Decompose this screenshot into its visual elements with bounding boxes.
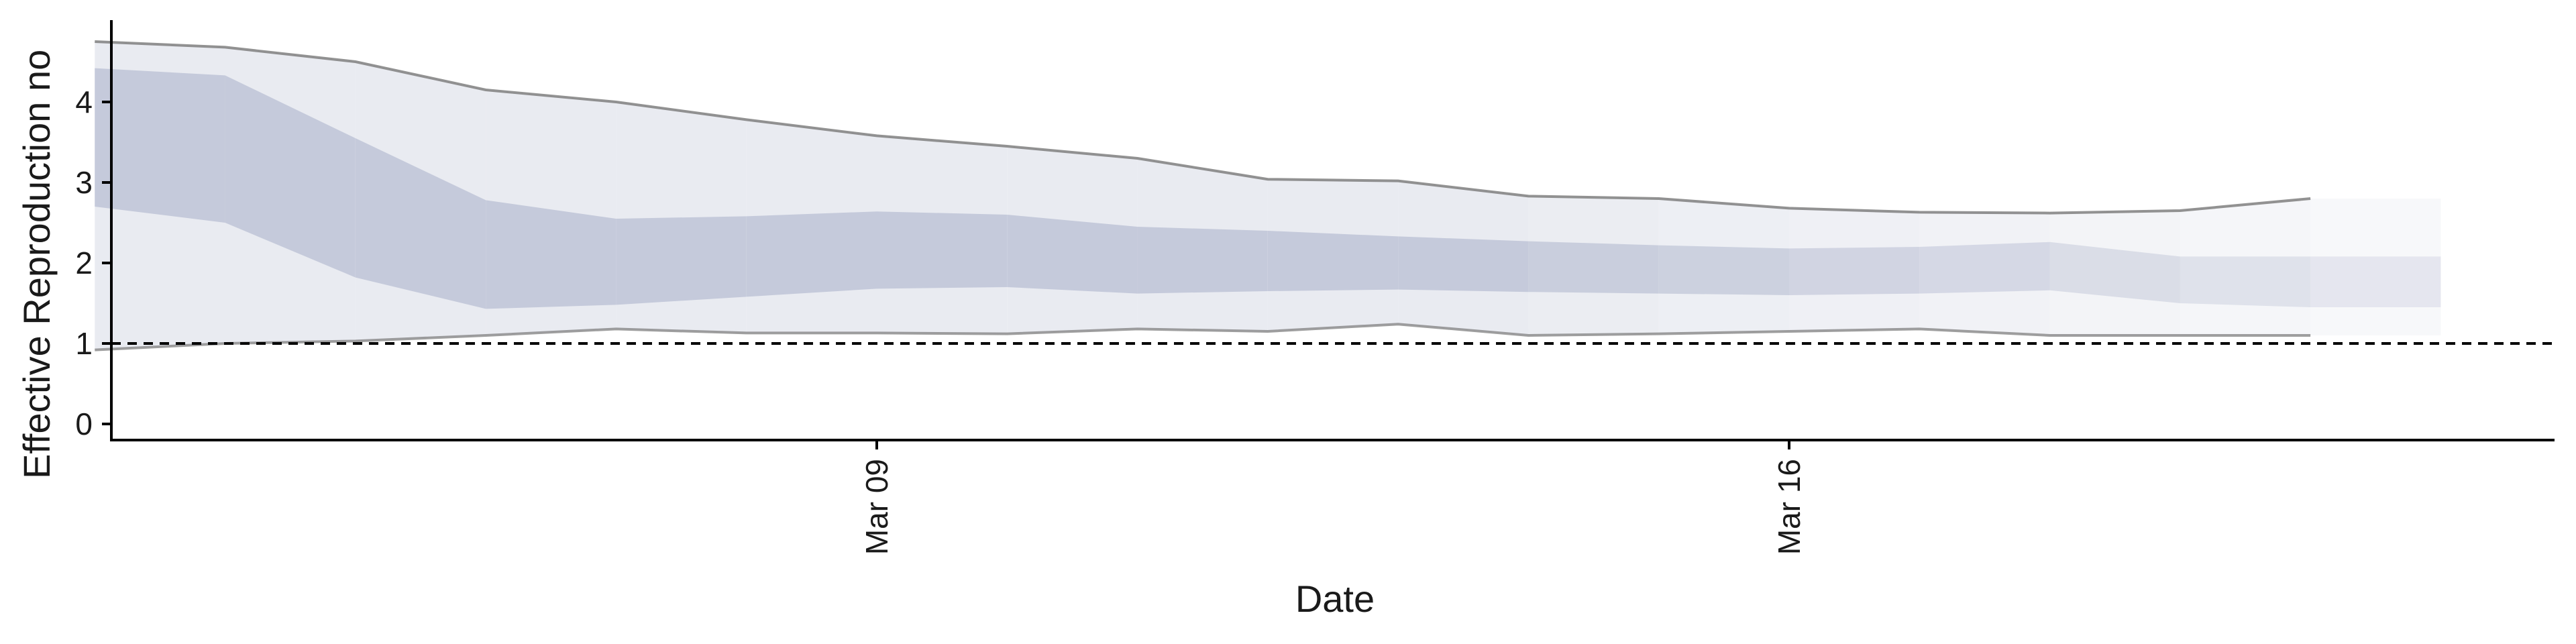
inner-interval-segment [616, 216, 747, 305]
inner-interval-segment [225, 75, 356, 278]
outer-interval-segment [2180, 199, 2311, 335]
x-tick-label: Mar 09 [859, 459, 894, 555]
inner-interval-segment [746, 211, 877, 297]
x-axis-ticks: Mar 09 Mar 16 [859, 440, 1807, 555]
interval-bands [95, 42, 2441, 350]
inner-interval-segment [1919, 241, 2050, 294]
inner-interval-segment [1789, 247, 1920, 295]
inner-interval-segment [1137, 227, 1268, 294]
y-axis-label: Effective Reproduction no [15, 50, 58, 479]
inner-interval-segment [1528, 241, 1659, 294]
inner-interval-segment [2180, 256, 2311, 307]
inner-interval-segment [1658, 245, 1789, 295]
outer-interval-segment [2310, 199, 2441, 335]
interval-edges [95, 40, 2311, 352]
y-tick-label: 1 [75, 326, 93, 361]
outer-upper-line [95, 40, 2311, 215]
x-tick-label: Mar 16 [1772, 459, 1807, 555]
inner-interval-segment [1398, 236, 1529, 292]
inner-interval-segment [355, 138, 486, 309]
inner-interval-segment [1007, 215, 1138, 294]
y-tick-label: 0 [75, 407, 93, 441]
inner-interval-segment [486, 200, 616, 309]
inner-interval-segment [2310, 256, 2441, 307]
x-axis-label: Date [1295, 578, 1375, 620]
inner-interval-segment [1267, 231, 1399, 291]
inner-interval-segment [877, 211, 1008, 289]
inner-interval-segment [2049, 241, 2180, 303]
y-tick-label: 2 [75, 246, 93, 280]
y-tick-label: 3 [75, 165, 93, 200]
axes [110, 20, 2555, 441]
inner-interval-segment [95, 68, 225, 223]
outer-lower-line [95, 323, 2311, 352]
y-tick-label: 4 [75, 85, 93, 119]
y-axis-ticks: 0 1 2 3 4 [75, 85, 111, 441]
